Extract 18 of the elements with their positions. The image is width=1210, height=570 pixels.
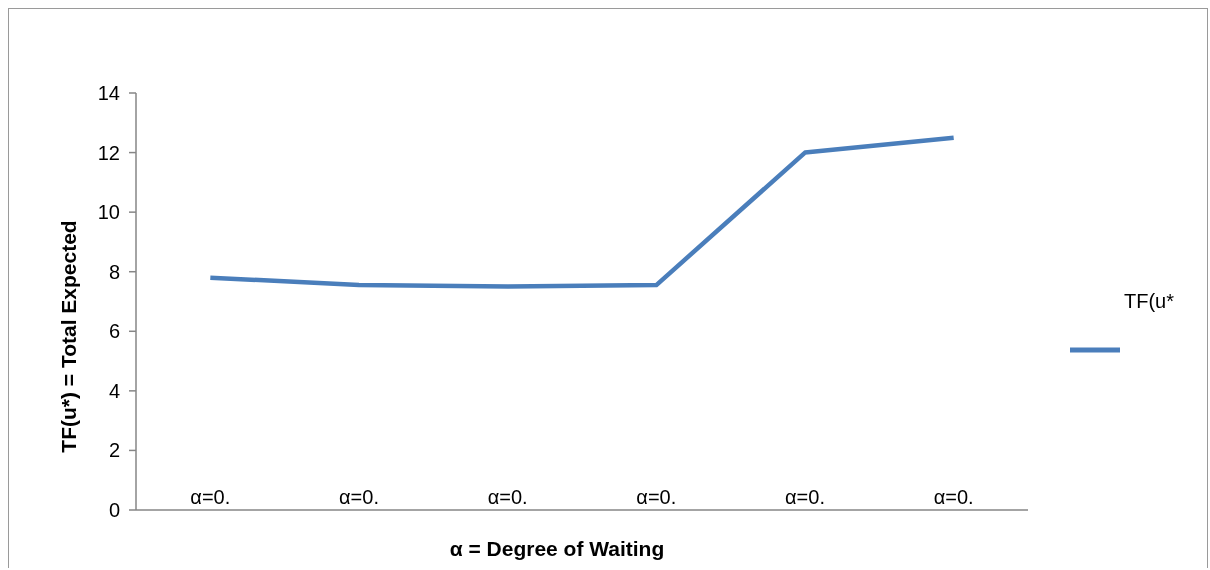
y-tick-label: 2 xyxy=(108,439,120,462)
x-tick-label: α=0. xyxy=(339,486,379,508)
x-tick-label: α=0. xyxy=(636,486,677,508)
y-axis-title: TF(u*) = Total Expected xyxy=(57,220,80,453)
line-series xyxy=(208,135,956,289)
y-tick-label: 10 xyxy=(97,201,120,224)
x-tick-label: α=0. xyxy=(933,486,974,508)
y-tick-label: 14 xyxy=(97,82,120,104)
x-tick-label: α=0. xyxy=(487,486,528,508)
x-axis-title: α = Degree of Waiting xyxy=(449,537,665,560)
y-tick-label: 6 xyxy=(108,320,120,343)
text: TF(u* xyxy=(1124,290,1175,312)
y-tick-label: 8 xyxy=(108,260,120,283)
x-tick-label: α=0. xyxy=(785,486,825,508)
y-tick-label: 0 xyxy=(108,499,120,521)
y-tick-label: 4 xyxy=(108,379,120,402)
y-tick-label: 12 xyxy=(97,141,120,164)
x-tick-label: α=0. xyxy=(190,486,231,508)
